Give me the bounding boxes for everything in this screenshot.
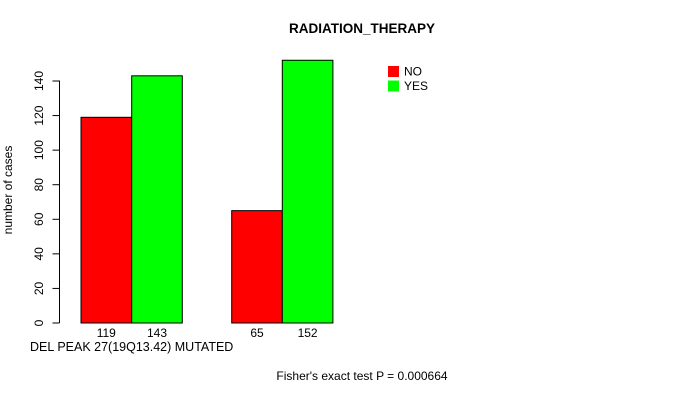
y-axis-label: number of cases [1, 146, 15, 235]
y-tick-label: 120 [32, 105, 46, 125]
y-tick-label: 140 [32, 71, 46, 91]
chart-title: RADIATION_THERAPY [289, 21, 435, 36]
y-tick-label: 20 [32, 281, 46, 295]
bar-value-label: 143 [147, 326, 167, 340]
legend-label-yes: YES [404, 79, 428, 93]
bar-value-label: 119 [97, 326, 116, 340]
x-axis-label: DEL PEAK 27(19Q13.42) MUTATED [30, 340, 233, 354]
legend-swatch-yes [388, 80, 399, 92]
legend: NO YES [388, 65, 428, 93]
y-axis: 0 20 40 60 80 100 120 140 number of cases [1, 71, 60, 326]
bar-yes-group2 [281, 59, 334, 324]
stat-footer: Fisher's exact test P = 0.000664 [276, 369, 447, 383]
bars-group [80, 59, 334, 324]
bar-value-labels: 119 143 65 152 [97, 326, 318, 340]
bar-no-group1 [80, 116, 133, 324]
legend-label-no: NO [404, 65, 422, 79]
y-tick-label: 40 [32, 247, 46, 261]
y-axis-ticks: 0 20 40 60 80 100 120 140 [32, 71, 60, 326]
bar-value-label: 65 [250, 326, 264, 340]
y-tick-label: 100 [32, 140, 46, 160]
legend-swatch-no [388, 66, 399, 77]
bar-yes-group1 [131, 75, 183, 324]
y-tick-label: 60 [32, 212, 46, 226]
bar-value-label: 152 [298, 326, 318, 340]
y-tick-label: 80 [32, 178, 46, 192]
y-tick-label: 0 [32, 319, 46, 326]
bar-no-group2 [231, 210, 283, 324]
